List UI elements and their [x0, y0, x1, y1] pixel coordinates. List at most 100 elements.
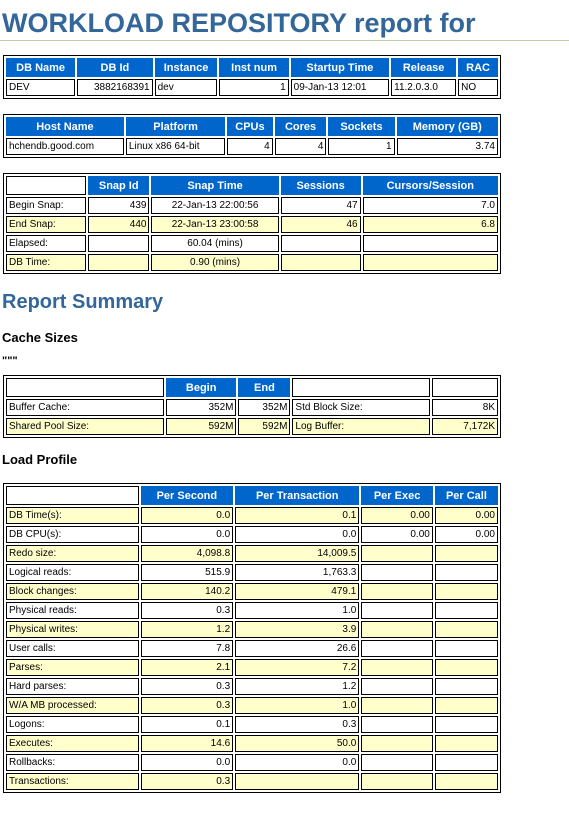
snapshot-table: Snap Id Snap Time Sessions Cursors/Sessi…	[3, 173, 501, 274]
header-cell: Cores	[274, 117, 327, 136]
per-transaction-cell: 1.0	[235, 602, 360, 619]
table-row: Redo size: 4,098.8 14,009.5	[6, 545, 498, 562]
header-cell: Per Exec	[361, 486, 433, 505]
per-second-cell: 0.0	[140, 526, 234, 543]
per-transaction-cell: 0.0	[235, 526, 360, 543]
table-row: Physical writes: 1.2 3.9	[6, 621, 498, 638]
row-label: Parses:	[6, 659, 139, 676]
sessions-cell	[280, 254, 361, 271]
header-cell: CPUs	[227, 117, 273, 136]
row-label: Hard parses:	[6, 678, 139, 695]
row-label: DB CPU(s):	[6, 526, 139, 543]
header-cell: Memory (GB)	[396, 117, 498, 136]
header-cell: Per Call	[434, 486, 498, 505]
per-exec-cell	[361, 735, 433, 752]
per-exec-cell: 0.00	[361, 507, 433, 524]
per-second-cell: 0.3	[140, 602, 234, 619]
header-cell	[431, 378, 498, 397]
per-transaction-cell: 479.1	[235, 583, 360, 600]
row-label: Std Block Size:	[292, 399, 430, 416]
header-cell: Begin	[165, 378, 237, 397]
row-label: DB Time:	[6, 254, 86, 271]
table-row: User calls: 7.8 26.6	[6, 640, 498, 657]
per-transaction-cell: 50.0	[235, 735, 360, 752]
per-second-cell: 0.0	[140, 507, 234, 524]
memory-cell: 3.74	[396, 138, 498, 155]
snap-time-cell: 22-Jan-13 23:00:58	[151, 216, 279, 233]
title-divider	[0, 40, 569, 41]
snap-time-cell: 60.04 (mins)	[151, 235, 279, 252]
header-cell: Inst num	[219, 58, 289, 77]
row-label: Transactions:	[6, 773, 139, 790]
sessions-cell: 47	[280, 197, 361, 214]
row-label: Physical writes:	[6, 621, 139, 638]
header-cell	[6, 378, 164, 397]
header-cell	[6, 486, 139, 505]
snap-id-cell	[87, 235, 150, 252]
load-profile-header-row: Per Second Per Transaction Per Exec Per …	[6, 486, 498, 505]
per-exec-cell: 0.00	[361, 526, 433, 543]
header-cell: Startup Time	[290, 58, 390, 77]
end-cell: 592M	[238, 418, 291, 435]
row-label: Redo size:	[6, 545, 139, 562]
per-call-cell	[434, 621, 498, 638]
value-cell: 7,172K	[431, 418, 498, 435]
cores-cell: 4	[274, 138, 327, 155]
inst-num-cell: 1	[219, 79, 289, 96]
table-row: Executes: 14.6 50.0	[6, 735, 498, 752]
table-row: Block changes: 140.2 479.1	[6, 583, 498, 600]
per-second-cell: 14.6	[140, 735, 234, 752]
per-call-cell: 0.00	[434, 507, 498, 524]
header-cell: Cursors/Session	[362, 176, 498, 195]
table-row: Logical reads: 515.9 1,763.3	[6, 564, 498, 581]
header-cell: Sockets	[328, 117, 395, 136]
header-cell: Host Name	[6, 117, 124, 136]
row-label: User calls:	[6, 640, 139, 657]
per-call-cell	[434, 545, 498, 562]
per-call-cell	[434, 735, 498, 752]
header-cell	[6, 176, 86, 195]
per-transaction-cell: 0.3	[235, 716, 360, 733]
rac-cell: NO	[458, 79, 498, 96]
table-row: Buffer Cache: 352M 352M Std Block Size: …	[6, 399, 498, 416]
per-call-cell	[434, 754, 498, 771]
value-cell: 8K	[431, 399, 498, 416]
header-cell: DB Name	[6, 58, 76, 77]
instance-cell: dev	[154, 79, 218, 96]
cursors-cell	[362, 235, 498, 252]
snap-id-cell: 439	[87, 197, 150, 214]
table-row: Rollbacks: 0.0 0.0	[6, 754, 498, 771]
db-name-cell: DEV	[6, 79, 76, 96]
per-transaction-cell: 1,763.3	[235, 564, 360, 581]
header-cell: Per Second	[140, 486, 234, 505]
per-transaction-cell: 14,009.5	[235, 545, 360, 562]
snapshot-header-row: Snap Id Snap Time Sessions Cursors/Sessi…	[6, 176, 498, 195]
cache-sizes-header-row: Begin End	[6, 378, 498, 397]
per-exec-cell	[361, 583, 433, 600]
per-call-cell	[434, 716, 498, 733]
row-label: Logical reads:	[6, 564, 139, 581]
report-title: WORKLOAD REPOSITORY report for	[2, 8, 476, 38]
sessions-cell	[280, 235, 361, 252]
snap-time-cell: 22-Jan-13 22:00:56	[151, 197, 279, 214]
per-second-cell: 7.8	[140, 640, 234, 657]
header-cell: Instance	[154, 58, 218, 77]
snap-time-cell: 0.90 (mins)	[151, 254, 279, 271]
header-cell	[292, 378, 430, 397]
table-row: DB CPU(s): 0.0 0.0 0.00 0.00	[6, 526, 498, 543]
table-row: Logons: 0.1 0.3	[6, 716, 498, 733]
per-second-cell: 1.2	[140, 621, 234, 638]
table-row: Elapsed: 60.04 (mins)	[6, 235, 498, 252]
table-row: hchendb.good.com Linux x86 64-bit 4 4 1 …	[6, 138, 498, 155]
header-cell: Platform	[125, 117, 226, 136]
begin-cell: 592M	[165, 418, 237, 435]
db-info-header-row: DB Name DB Id Instance Inst num Startup …	[6, 58, 498, 77]
per-second-cell: 515.9	[140, 564, 234, 581]
per-exec-cell	[361, 697, 433, 714]
row-label: Log Buffer:	[292, 418, 430, 435]
per-call-cell	[434, 640, 498, 657]
per-second-cell: 2.1	[140, 659, 234, 676]
header-cell: RAC	[458, 58, 498, 77]
per-call-cell	[434, 564, 498, 581]
header-cell: Sessions	[280, 176, 361, 195]
